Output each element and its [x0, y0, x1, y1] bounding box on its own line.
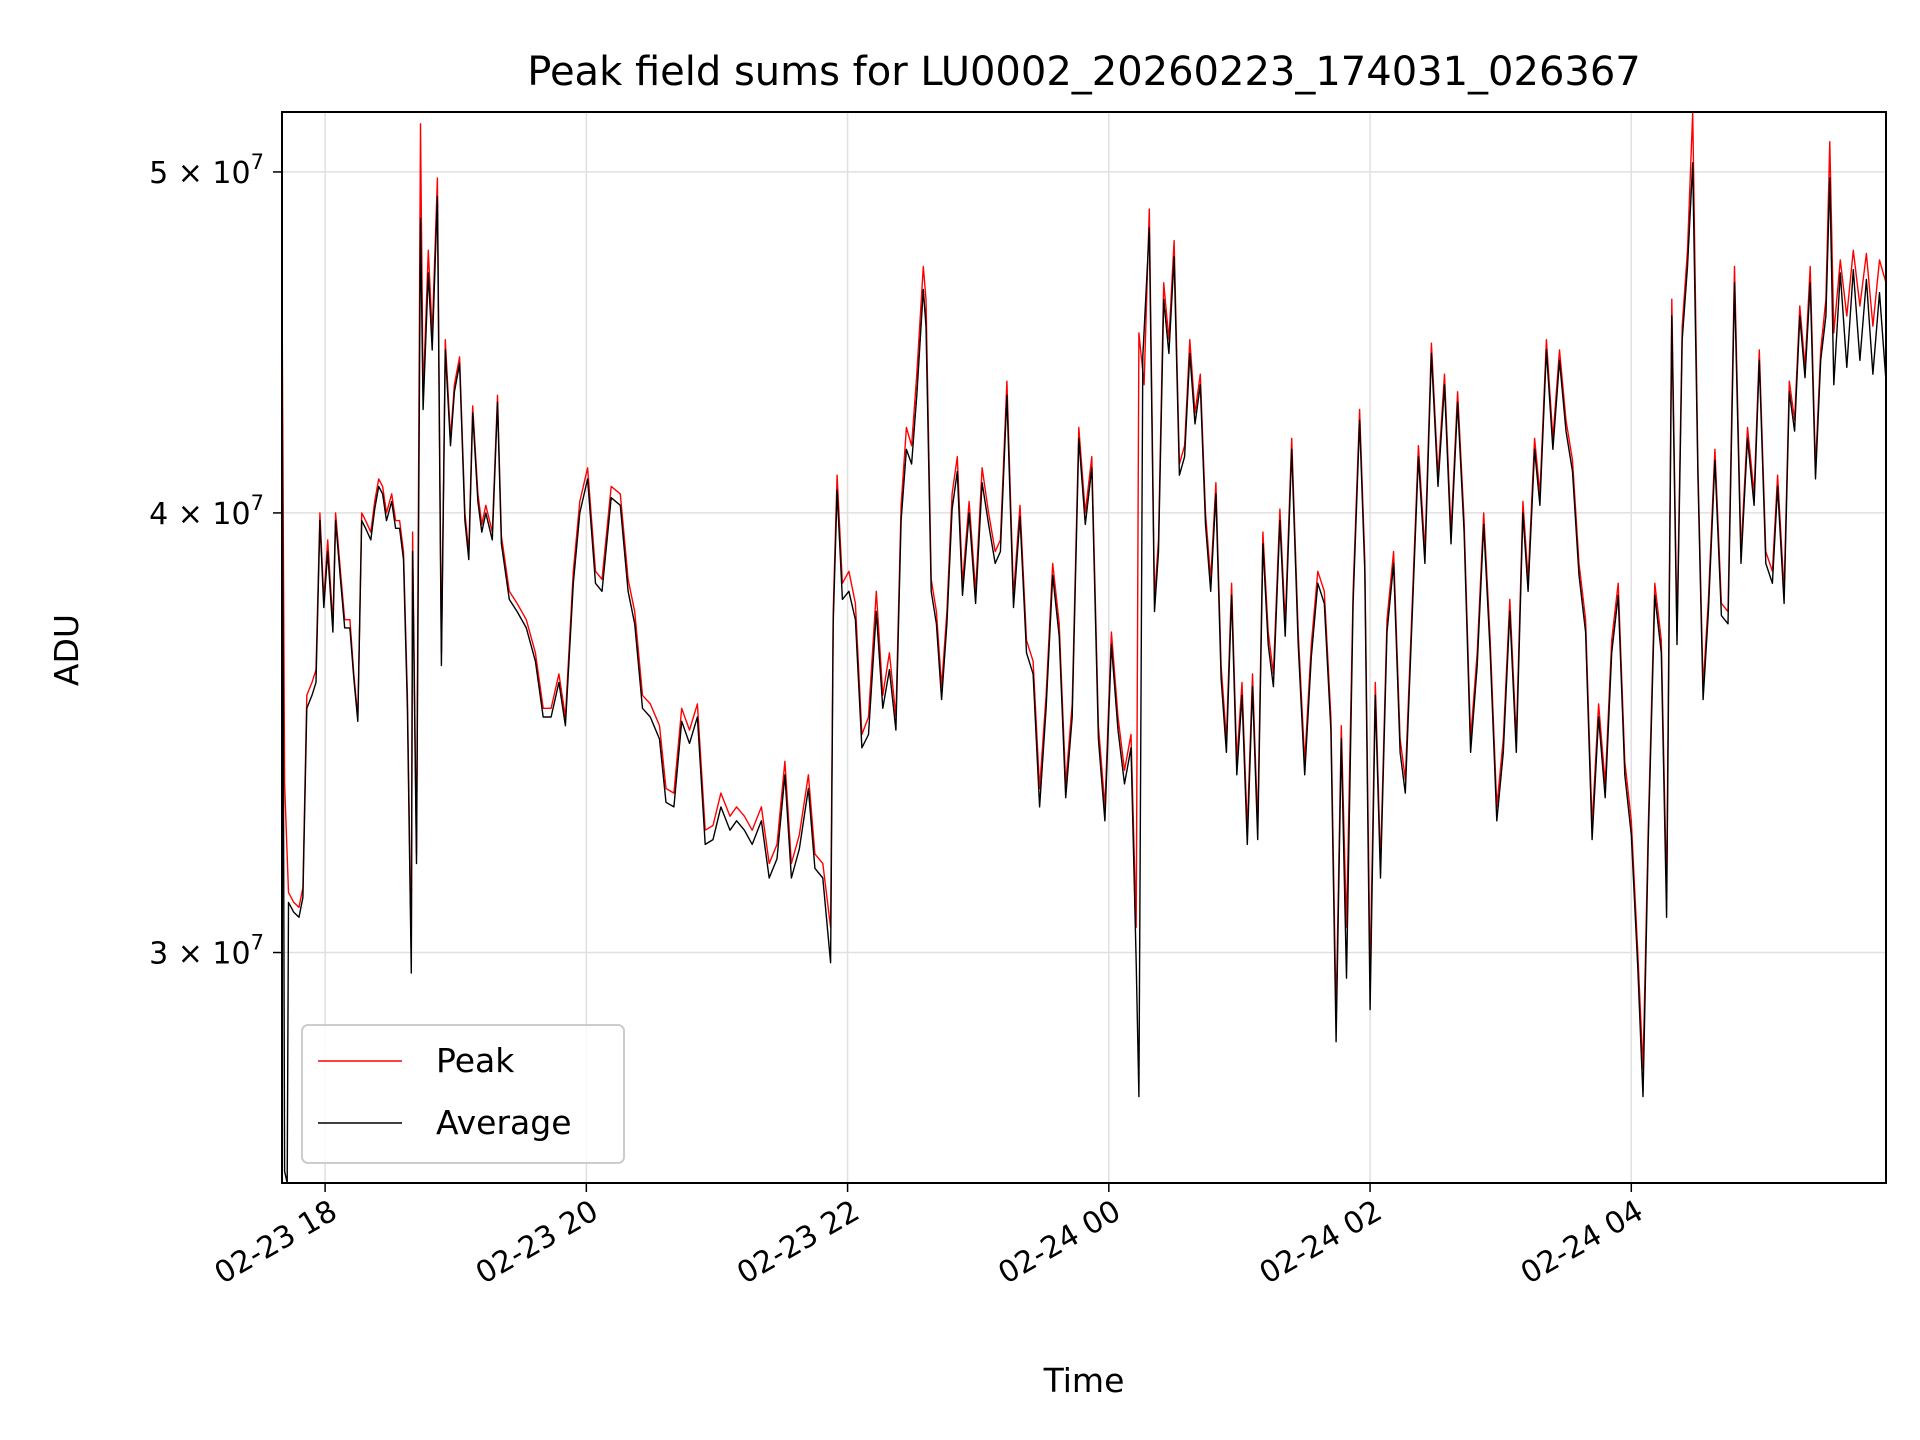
y-tick-label: 3 × 107	[149, 931, 264, 972]
y-tick-mantissa: 5 × 10	[149, 156, 250, 191]
chart-title: Peak field sums for LU0002_20260223_1740…	[527, 49, 1641, 95]
y-tick-label: 5 × 107	[149, 150, 264, 191]
legend-peak-label: Peak	[436, 1041, 515, 1080]
y-tick-mantissa: 4 × 10	[149, 497, 250, 532]
y-tick-exponent: 7	[251, 931, 264, 955]
x-axis-title: Time	[1043, 1361, 1125, 1400]
series-layer	[282, 112, 1886, 1183]
legend: Peak Average	[301, 1024, 625, 1164]
legend-average-label: Average	[436, 1103, 572, 1142]
y-tick-mantissa: 3 × 10	[149, 937, 250, 972]
plot-frame	[281, 111, 1887, 1184]
y-tick-exponent: 7	[251, 491, 264, 515]
series-line-average	[282, 162, 1886, 1183]
legend-box	[301, 1024, 625, 1164]
grid	[282, 112, 1886, 1183]
y-tick-exponent: 7	[251, 150, 264, 174]
y-tick-label: 4 × 107	[149, 491, 264, 532]
y-axis-title: ADU	[47, 614, 86, 686]
